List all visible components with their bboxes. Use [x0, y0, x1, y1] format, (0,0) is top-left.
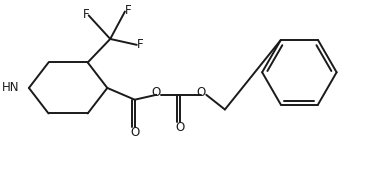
Text: HN: HN: [1, 81, 19, 94]
Text: O: O: [130, 126, 139, 139]
Text: O: O: [175, 121, 185, 134]
Text: F: F: [83, 8, 89, 21]
Text: O: O: [197, 86, 206, 99]
Text: F: F: [124, 4, 131, 17]
Text: F: F: [137, 38, 144, 51]
Text: O: O: [152, 86, 161, 99]
